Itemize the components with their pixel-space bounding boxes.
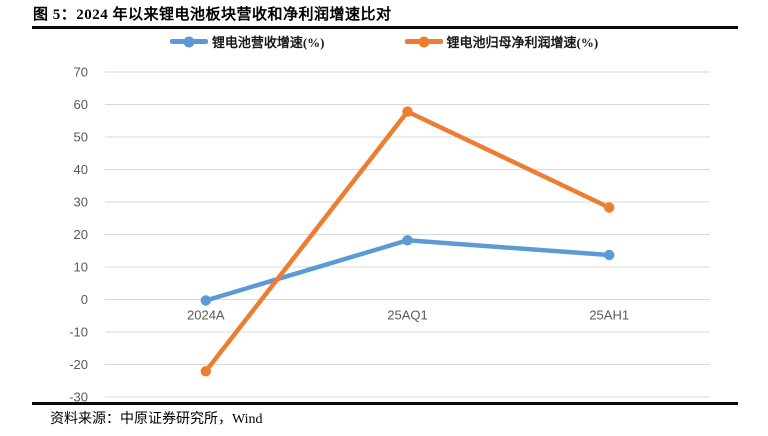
y-axis-tick-label: 10 — [74, 260, 88, 275]
legend-item-revenue-growth: 锂电池营收增速(%) — [169, 32, 325, 51]
x-axis-category-label: 2024A — [187, 308, 225, 323]
data-point-marker — [200, 295, 211, 306]
y-axis-tick-label: 50 — [74, 130, 88, 145]
y-axis-tick-label: -20 — [69, 357, 88, 372]
x-axis-category-label: 25AH1 — [589, 308, 629, 323]
y-axis-tick-label: 60 — [74, 97, 88, 112]
data-point-marker — [402, 235, 413, 246]
data-point-marker — [604, 202, 615, 213]
net-profit-series-marker-icon — [404, 36, 443, 47]
y-axis-tick-label: 40 — [74, 162, 88, 177]
line-chart: -30 -20 -10 0 10 20 30 40 50 60 70 2024A 25AQ1 25AH1 — [69, 65, 710, 405]
y-axis-tick-label: -10 — [69, 325, 88, 340]
legend-label-revenue-growth: 锂电池营收增速(%) — [211, 35, 325, 50]
figure-title: 图 5：2024 年以来锂电池板块营收和净利润增速比对 — [33, 7, 392, 23]
y-axis-tick-label: 0 — [81, 292, 88, 307]
data-point-marker — [604, 249, 615, 261]
data-point-marker — [402, 106, 413, 117]
title-divider — [32, 26, 738, 29]
y-axis-tick-label: 30 — [74, 195, 88, 210]
data-point-marker — [200, 366, 211, 377]
legend-item-net-profit-growth: 锂电池归母净利润增速(%) — [404, 32, 599, 51]
x-axis-category-label: 25AQ1 — [387, 308, 427, 323]
revenue-series-marker-icon — [169, 36, 208, 47]
y-axis-tick-label: -30 — [69, 390, 88, 405]
legend-label-net-profit-growth: 锂电池归母净利润增速(%) — [446, 35, 599, 50]
source-note: 资料来源：中原证券研究所，Wind — [50, 412, 263, 427]
y-axis-tick-label: 20 — [74, 227, 88, 242]
y-axis-tick-label: 70 — [74, 65, 88, 80]
chart-legend: 锂电池营收增速(%) 锂电池归母净利润增速(%) — [0, 32, 768, 51]
figure-bottom-divider — [32, 402, 738, 405]
